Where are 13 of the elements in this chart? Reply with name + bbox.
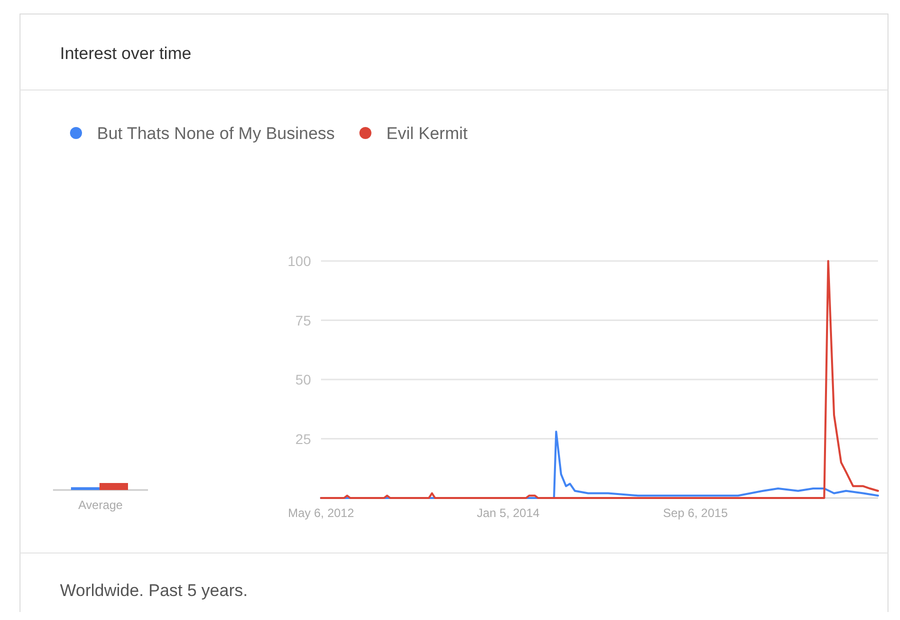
y-tick-label: 100 — [288, 253, 312, 269]
y-tick-label: 50 — [295, 372, 312, 388]
y-tick-label: 25 — [295, 430, 312, 447]
legend-label: But Thats None of My Business — [97, 124, 335, 143]
x-tick-label: Sep 6, 2015 — [663, 506, 728, 520]
x-axis-title: Average — [78, 498, 124, 512]
legend-label: Evil Kermit — [386, 124, 468, 143]
text: Interest over time — [60, 44, 192, 63]
line-series — [320, 260, 879, 499]
y-tick-label: 75 — [295, 312, 312, 328]
text: Worldwide. Past 5 years. — [60, 581, 248, 600]
x-tick-label: May 6, 2012 — [288, 506, 354, 520]
x-tick-label: Jan 5, 2014 — [476, 506, 540, 520]
